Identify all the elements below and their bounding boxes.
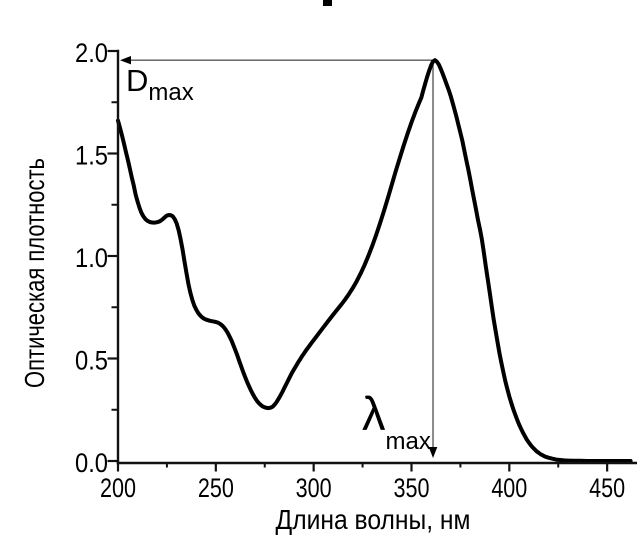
x-tick-label: 400 bbox=[491, 473, 527, 503]
lambda-max-label: λmax bbox=[362, 387, 431, 455]
dmax-arrowhead bbox=[120, 56, 131, 65]
dmax-label-base: D bbox=[126, 63, 148, 98]
cropped-title-fragment bbox=[323, 0, 332, 6]
x-axis-title: Длина волны, нм bbox=[276, 504, 471, 535]
y-axis-title: Оптическая плотность bbox=[19, 158, 50, 388]
lambda-max-label-base: λ bbox=[362, 387, 386, 440]
spectrum-curve bbox=[116, 58, 633, 463]
y-tick-label: 1.5 bbox=[75, 141, 108, 171]
y-tick-label: 0.5 bbox=[75, 346, 108, 376]
x-tick-label: 350 bbox=[393, 473, 429, 503]
chart-layer: 200 250 300 350 400 450 0.0 0.5 1.0 1.5 2.0 bbox=[75, 38, 633, 503]
x-tick-label: 450 bbox=[589, 473, 625, 503]
lambda-max-label-sub: max bbox=[386, 428, 431, 455]
x-tick-label: 250 bbox=[198, 473, 234, 503]
dmax-label-sub: max bbox=[148, 79, 193, 106]
lambda-max-arrowhead bbox=[428, 447, 438, 458]
y-tick-label: 0.0 bbox=[75, 448, 108, 478]
y-tick-label: 1.0 bbox=[75, 243, 108, 273]
x-tick-label: 300 bbox=[296, 473, 332, 503]
x-tick-label: 200 bbox=[100, 473, 136, 503]
dmax-label: Dmax bbox=[126, 63, 194, 106]
y-tick-label: 2.0 bbox=[75, 38, 108, 68]
